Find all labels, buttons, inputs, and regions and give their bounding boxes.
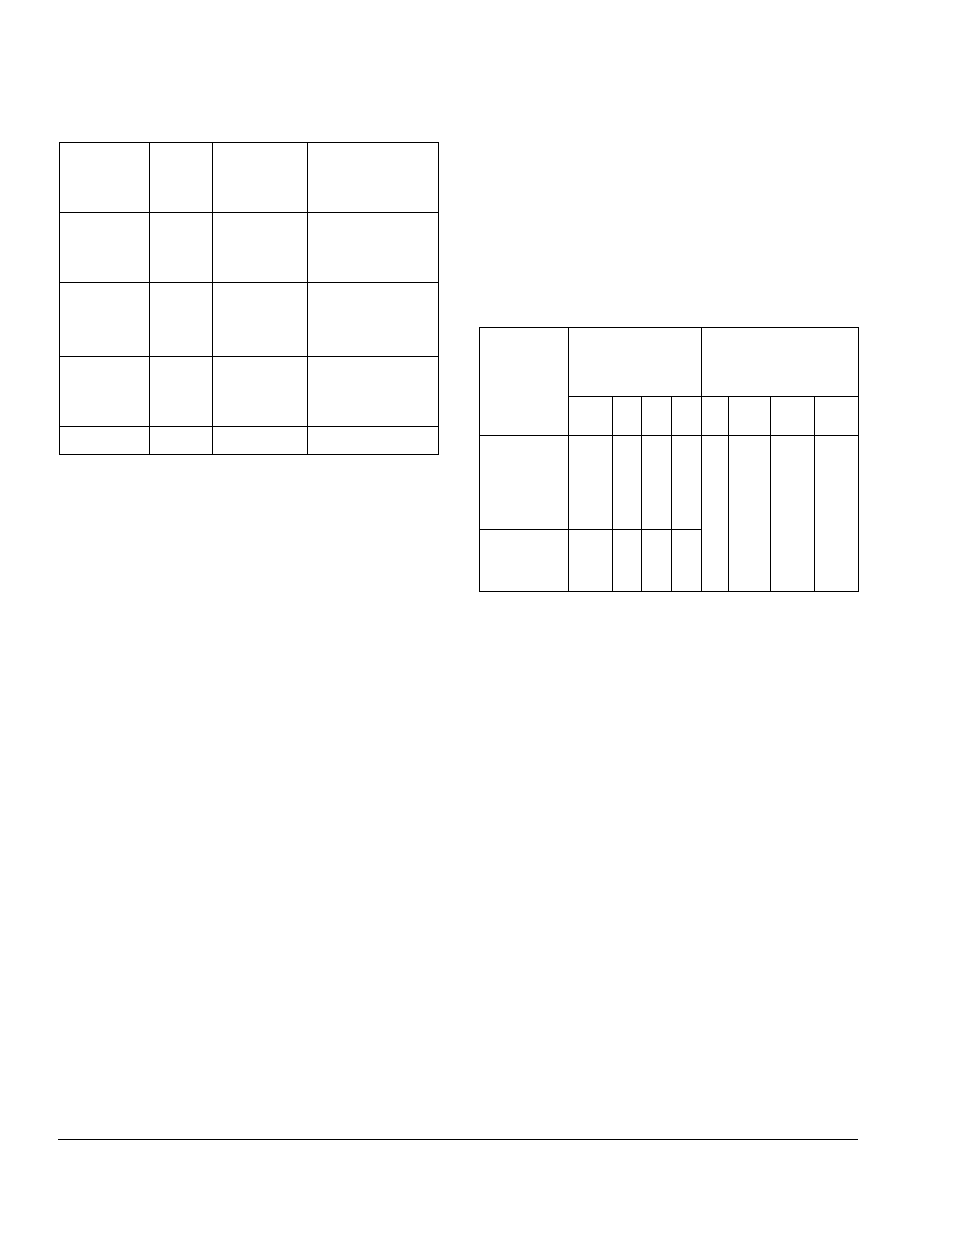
table-cell	[308, 283, 439, 357]
table-cell	[150, 213, 213, 283]
footer-rule	[58, 1139, 858, 1140]
left-table	[59, 142, 439, 455]
table-cell	[213, 283, 308, 357]
table-cell	[642, 397, 672, 436]
table-cell	[150, 283, 213, 357]
table-cell	[613, 530, 642, 592]
table-cell	[60, 427, 150, 455]
table-cell	[613, 397, 642, 436]
table-cell	[150, 427, 213, 455]
table-cell	[702, 436, 729, 592]
table-cell	[213, 143, 308, 213]
table-cell	[569, 328, 702, 397]
table-cell	[308, 213, 439, 283]
table-cell	[60, 283, 150, 357]
table-cell	[569, 530, 613, 592]
table-cell	[815, 397, 859, 436]
table-cell	[213, 213, 308, 283]
right-table	[479, 327, 859, 592]
table-cell	[672, 530, 702, 592]
table-cell	[702, 397, 729, 436]
table-cell	[672, 397, 702, 436]
table-cell	[150, 357, 213, 427]
table-cell	[569, 436, 613, 530]
page	[0, 0, 954, 1235]
table-cell	[642, 530, 672, 592]
table-cell	[60, 213, 150, 283]
table-cell	[642, 436, 672, 530]
table-cell	[771, 436, 815, 592]
table-cell	[308, 427, 439, 455]
table-cell	[569, 397, 613, 436]
table-cell	[480, 530, 569, 592]
table-cell	[308, 143, 439, 213]
table-row	[60, 283, 439, 357]
table-cell	[815, 436, 859, 592]
table-cell	[702, 328, 859, 397]
table-row	[60, 213, 439, 283]
table-cell	[613, 436, 642, 530]
table-cell	[60, 143, 150, 213]
table-cell	[480, 436, 569, 530]
table-row	[60, 357, 439, 427]
table-cell	[60, 357, 150, 427]
table-cell	[729, 397, 771, 436]
table-cell	[308, 357, 439, 427]
table-row	[480, 328, 859, 397]
table-row	[480, 436, 859, 530]
table-cell	[213, 357, 308, 427]
table-cell	[150, 143, 213, 213]
table-cell	[729, 436, 771, 592]
table-cell	[213, 427, 308, 455]
table-row	[60, 143, 439, 213]
table-cell	[771, 397, 815, 436]
table-row	[60, 427, 439, 455]
table-cell	[672, 436, 702, 530]
table-cell	[480, 328, 569, 436]
